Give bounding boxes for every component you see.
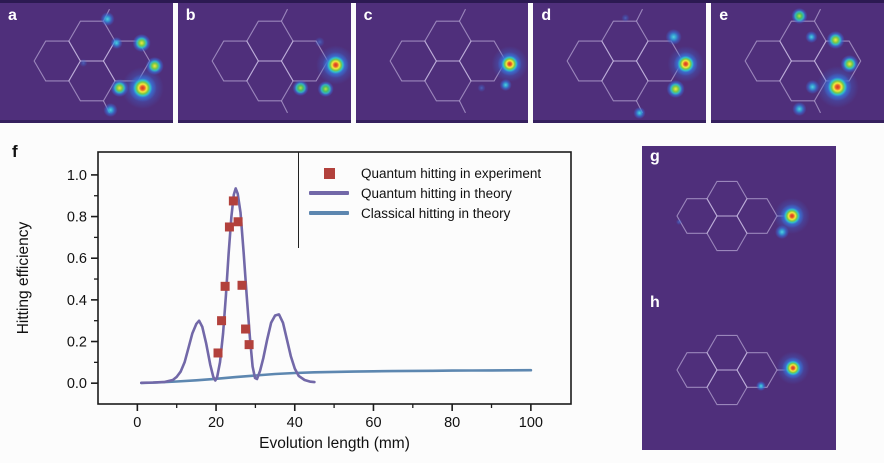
heatmap-panel-c: c (355, 3, 529, 123)
chart-canvas: 0 20 40 60 80 100 0.0 0.2 0.4 0.6 0.8 1.0 Evolution … (15, 151, 572, 452)
purple-line-icon (309, 191, 349, 195)
svg-text:40: 40 (287, 415, 303, 431)
heatmap-panel-a: a (0, 3, 173, 123)
legend-row-quantum-theory: Quantum hitting in theory (309, 183, 570, 203)
hex-lattice-heatmap-h (676, 334, 810, 406)
heatmap-panel-row: a b c d e (0, 0, 884, 123)
legend-label-quantum-theory: Quantum hitting in theory (361, 185, 512, 201)
hitting-efficiency-chart: 0 20 40 60 80 100 0.0 0.2 0.4 0.6 0.8 1.0 Evolution … (0, 140, 640, 463)
svg-text:0.6: 0.6 (67, 251, 87, 267)
panel-label-d: d (541, 7, 552, 24)
panel-label-g: g (650, 148, 660, 165)
legend-marker-experiment (309, 167, 349, 179)
hex-lattice-heatmap-e (744, 8, 862, 116)
legend-row-classical-theory: Classical hitting in theory (309, 203, 570, 223)
panel-label-b: b (185, 7, 196, 24)
svg-text:0.2: 0.2 (67, 335, 87, 351)
legend-label-experiment: Quantum hitting in experiment (361, 165, 542, 181)
legend-marker-classical-theory (309, 211, 349, 215)
legend-row-experiment: Quantum hitting in experiment (309, 163, 570, 183)
legend-marker-quantum-theory (309, 191, 349, 195)
svg-text:60: 60 (365, 415, 381, 431)
panel-label-c: c (363, 7, 373, 24)
heatmap-panel-b: b (177, 3, 351, 123)
svg-text:0.8: 0.8 (67, 210, 87, 226)
hex-lattice-heatmap-b (211, 8, 351, 114)
svg-text:100: 100 (519, 415, 543, 431)
legend-label-classical-theory: Classical hitting in theory (361, 205, 511, 221)
heatmap-panel-e: e (711, 3, 884, 123)
svg-text:1.0: 1.0 (67, 168, 87, 184)
panel-label-e: e (719, 7, 729, 24)
blue-line-icon (309, 211, 349, 215)
panel-label-f: f (12, 142, 18, 161)
hex-lattice-heatmap-c (389, 8, 528, 114)
svg-text:0.4: 0.4 (67, 293, 87, 309)
svg-text:80: 80 (444, 415, 460, 431)
chart-legend: Quantum hitting in experiment Quantum hi… (298, 152, 570, 248)
svg-text:0: 0 (133, 415, 141, 431)
svg-text:Hitting efficiency: Hitting efficiency (15, 221, 32, 334)
heatmap-panel-column: g h (642, 146, 836, 450)
svg-text:20: 20 (208, 415, 224, 431)
hex-lattice-heatmap-g (676, 180, 810, 252)
panel-label-h: h (650, 294, 660, 311)
red-square-icon (323, 167, 335, 179)
svg-text:Evolution length (mm): Evolution length (mm) (259, 435, 410, 452)
hex-lattice-heatmap-d (566, 8, 705, 119)
panel-label-a: a (8, 7, 17, 24)
heatmap-panel-d: d (533, 3, 707, 123)
hex-lattice-heatmap-a (33, 8, 164, 117)
svg-text:0.0: 0.0 (67, 376, 87, 392)
